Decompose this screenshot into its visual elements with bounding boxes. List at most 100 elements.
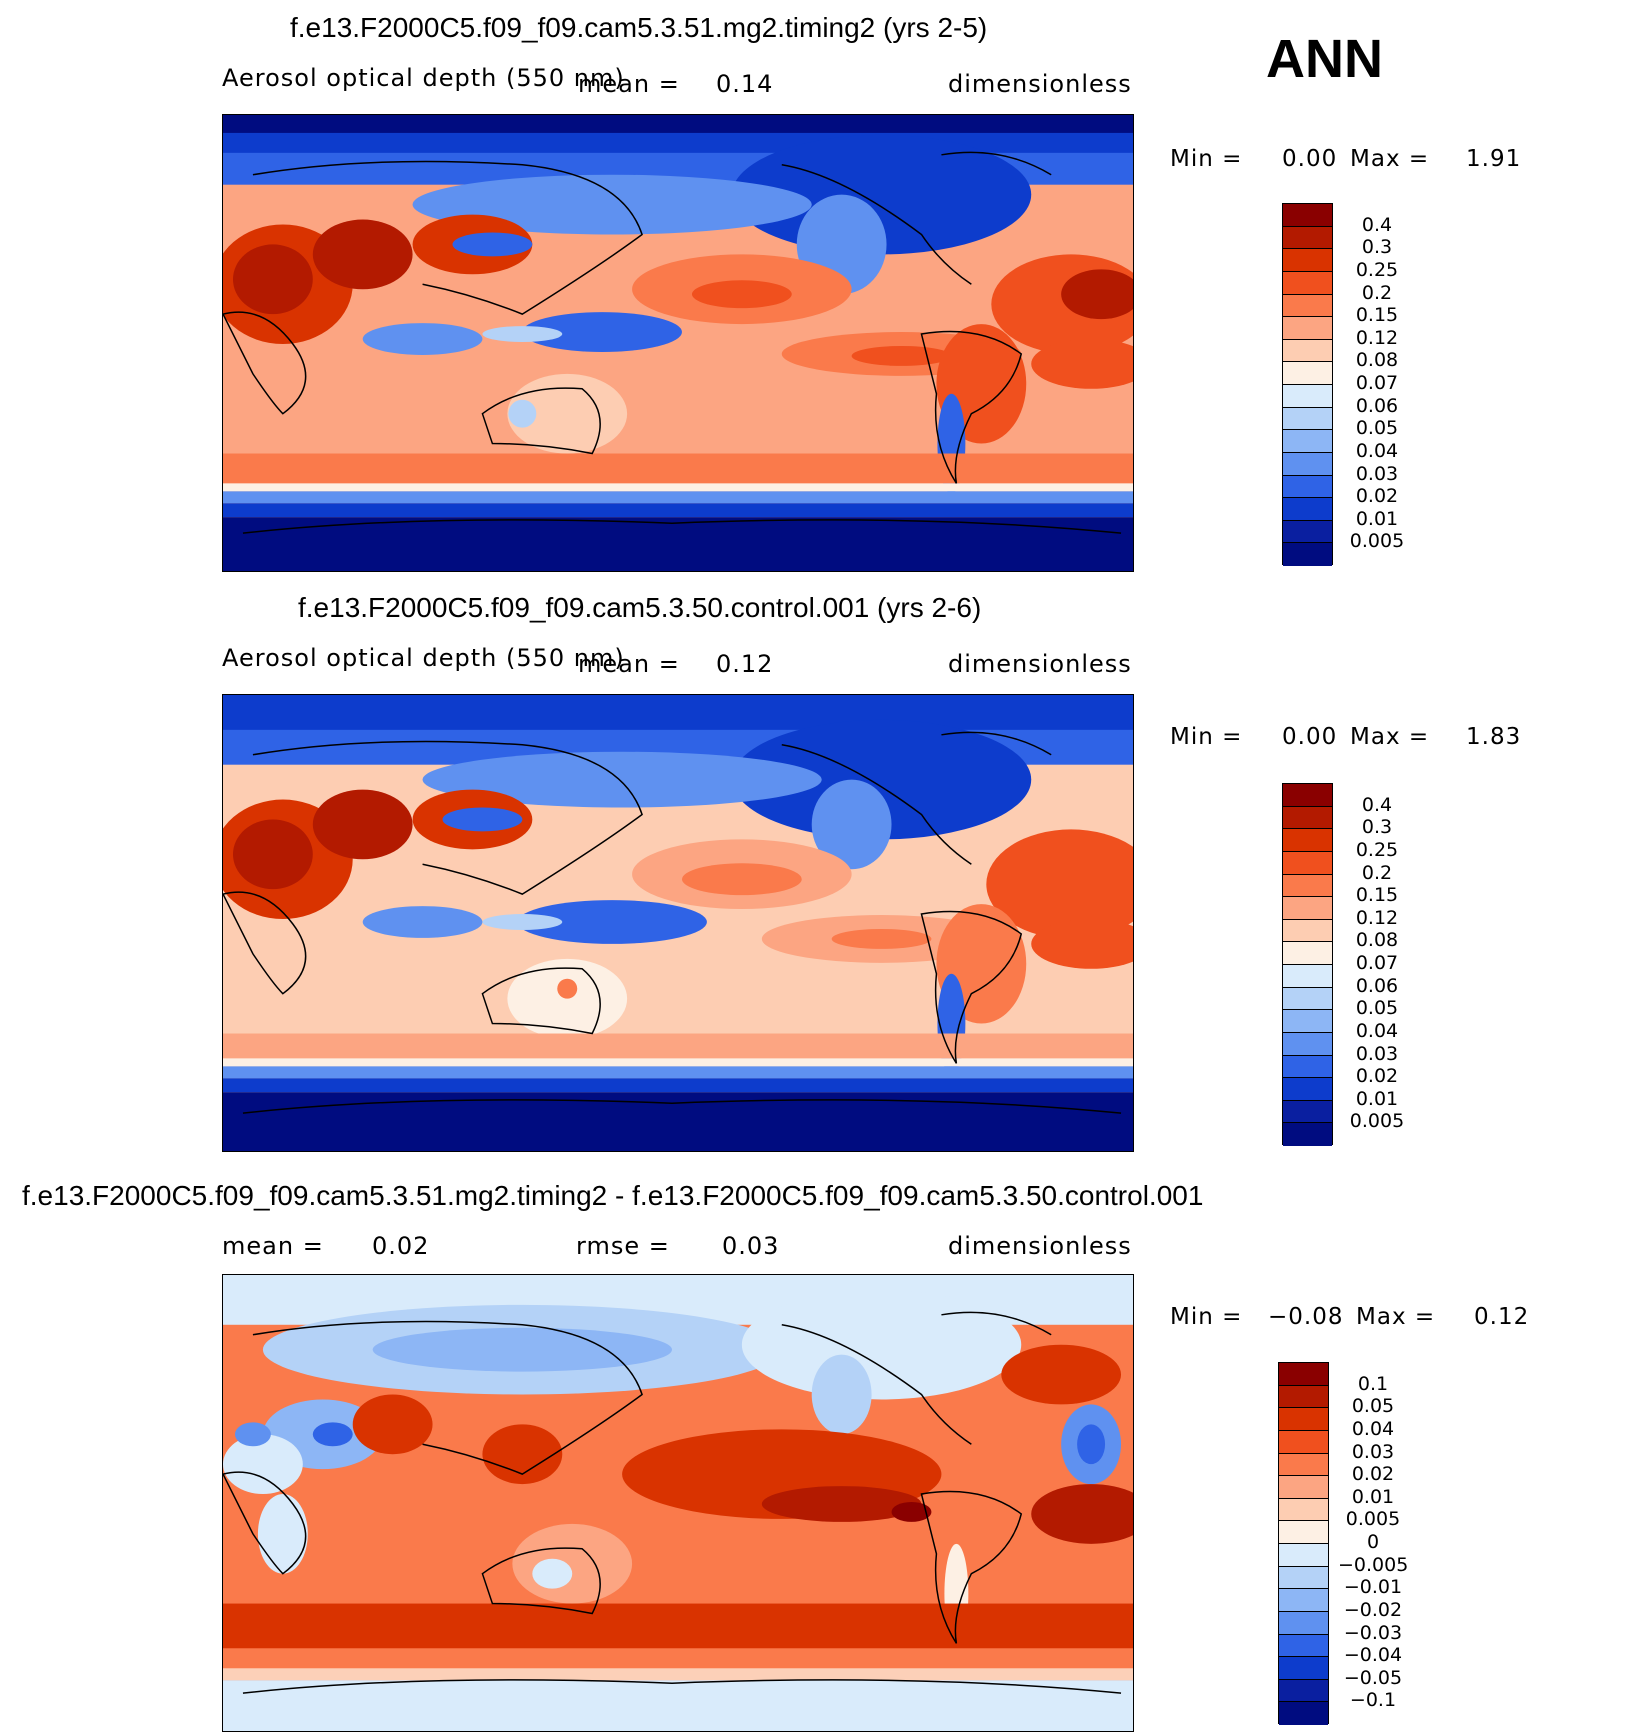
panel2-variable: Aerosol optical depth (550 nm) xyxy=(222,644,625,672)
colorbar-level-label: 0.4 xyxy=(1361,793,1393,816)
colorbar-swatch xyxy=(1279,1589,1328,1612)
colorbar-level-label: 0.1 xyxy=(1357,1372,1389,1395)
colorbar-level-label: 0.04 xyxy=(1355,439,1399,462)
colorbar-swatch xyxy=(1283,362,1332,385)
panel3-rmse-value: 0.03 xyxy=(722,1232,780,1260)
colorbar-swatch xyxy=(1283,942,1332,965)
colorbar-level-label: −0.005 xyxy=(1338,1553,1409,1576)
panel1-map xyxy=(222,114,1134,572)
colorbar-swatch xyxy=(1279,1430,1328,1454)
colorbar-swatch xyxy=(1283,475,1332,499)
colorbar-swatch xyxy=(1283,1055,1332,1079)
colorbar-swatch xyxy=(1283,1078,1332,1101)
colorbar-swatch xyxy=(1283,385,1332,408)
colorbar-level-label: 0.03 xyxy=(1355,1042,1399,1065)
colorbar-level-label: 0.01 xyxy=(1351,1485,1395,1508)
panel1-mean-label: mean = xyxy=(578,70,680,98)
panel3-units: dimensionless xyxy=(948,1232,1132,1260)
colorbar-level-label: 0.01 xyxy=(1355,1087,1399,1110)
panel2-max-label: Max = xyxy=(1350,724,1430,750)
colorbar-level-label: 0.04 xyxy=(1355,1019,1399,1042)
colorbar-swatch xyxy=(1283,874,1332,898)
colorbar-swatch xyxy=(1279,1408,1328,1431)
colorbar-swatch xyxy=(1283,543,1332,566)
colorbar-level-label: −0.05 xyxy=(1343,1666,1403,1689)
panel2-title: f.e13.F2000C5.f09_f09.cam5.3.50.control.… xyxy=(298,592,982,623)
colorbar-level-label: 0.2 xyxy=(1361,861,1393,884)
panel2-mean-label: mean = xyxy=(578,650,680,678)
colorbar-swatch xyxy=(1283,1123,1332,1146)
colorbar-swatch xyxy=(1283,987,1332,1011)
colorbar-level-label: −0.01 xyxy=(1343,1576,1403,1599)
colorbar-swatch xyxy=(1279,1521,1328,1544)
colorbar-swatch xyxy=(1279,1702,1328,1725)
colorbar-swatch xyxy=(1283,271,1332,295)
colorbar-swatch xyxy=(1279,1498,1328,1522)
colorbar-swatch xyxy=(1279,1566,1328,1590)
colorbar-level-label: 0.15 xyxy=(1355,304,1399,327)
panel2-min-value: 0.00 xyxy=(1282,724,1338,750)
colorbar-level-label: 0.005 xyxy=(1349,1110,1405,1133)
colorbar-swatch xyxy=(1283,226,1332,250)
colorbar-level-label: 0.07 xyxy=(1355,372,1399,394)
panel1-title: f.e13.F2000C5.f09_f09.cam5.3.51.mg2.timi… xyxy=(290,12,988,43)
colorbar-swatch xyxy=(1283,339,1332,363)
panel2-map xyxy=(222,694,1134,1152)
colorbar-swatch xyxy=(1283,1032,1332,1056)
panel3-map xyxy=(222,1274,1134,1732)
colorbar-swatch xyxy=(1279,1385,1328,1409)
colorbar-level-label: 0.06 xyxy=(1355,974,1399,997)
colorbar-swatch xyxy=(1283,317,1332,340)
colorbar-swatch xyxy=(1283,806,1332,830)
colorbar-swatch xyxy=(1279,1453,1328,1477)
colorbar-swatch xyxy=(1283,452,1332,476)
season-label: ANN xyxy=(1266,29,1383,89)
colorbar-swatch xyxy=(1279,1476,1328,1499)
colorbar-level-label: 0.03 xyxy=(1355,462,1399,485)
panel3-title: f.e13.F2000C5.f09_f09.cam5.3.51.mg2.timi… xyxy=(22,1180,1204,1211)
colorbar-swatch xyxy=(1283,520,1332,544)
colorbar-level-label: 0.05 xyxy=(1355,417,1399,440)
colorbar-level-label: 0.12 xyxy=(1355,326,1399,349)
colorbar-swatch xyxy=(1283,430,1332,453)
colorbar-swatch xyxy=(1283,851,1332,875)
panel1-colorbar xyxy=(1282,203,1333,566)
colorbar-swatch xyxy=(1279,1634,1328,1658)
colorbar-swatch xyxy=(1283,965,1332,988)
colorbar-swatch xyxy=(1283,294,1332,318)
colorbar-level-label: 0.2 xyxy=(1361,281,1393,304)
colorbar-swatch xyxy=(1283,407,1332,431)
panel3-max-value: 0.12 xyxy=(1474,1304,1530,1330)
colorbar-swatch xyxy=(1279,1657,1328,1680)
colorbar-swatch xyxy=(1283,919,1332,943)
panel3-colorbar xyxy=(1278,1362,1329,1725)
panel1-variable: Aerosol optical depth (550 nm) xyxy=(222,64,625,92)
colorbar-level-label: 0.08 xyxy=(1355,929,1399,952)
colorbar-level-label: 0.02 xyxy=(1351,1463,1395,1486)
colorbar-swatch xyxy=(1283,784,1332,807)
panel2-colorbar xyxy=(1282,783,1333,1146)
panel2-max-value: 1.83 xyxy=(1466,724,1522,750)
colorbar-level-label: 0 xyxy=(1366,1531,1380,1553)
colorbar-level-label: −0.1 xyxy=(1349,1689,1397,1712)
colorbar-swatch xyxy=(1279,1544,1328,1567)
panel3-mean-value: 0.02 xyxy=(372,1232,430,1260)
panel2-mean-value: 0.12 xyxy=(716,650,774,678)
colorbar-level-label: 0.3 xyxy=(1361,236,1393,259)
panel3-mean-label: mean = xyxy=(222,1232,324,1260)
panel1-max-value: 1.91 xyxy=(1466,146,1522,172)
panel2-min-label: Min = xyxy=(1170,724,1243,750)
colorbar-swatch xyxy=(1279,1363,1328,1386)
panel1-min-label: Min = xyxy=(1170,146,1243,172)
colorbar-swatch xyxy=(1283,498,1332,521)
colorbar-swatch xyxy=(1283,1100,1332,1124)
colorbar-level-label: −0.04 xyxy=(1343,1644,1403,1667)
colorbar-swatch xyxy=(1283,897,1332,920)
colorbar-swatch xyxy=(1283,1010,1332,1033)
colorbar-level-label: 0.01 xyxy=(1355,507,1399,530)
panel3-min-label: Min = xyxy=(1170,1304,1243,1330)
colorbar-swatch xyxy=(1279,1611,1328,1635)
panel3-max-label: Max = xyxy=(1356,1304,1436,1330)
colorbar-level-label: 0.25 xyxy=(1355,258,1399,281)
panel3-rmse-label: rmse = xyxy=(576,1232,670,1260)
